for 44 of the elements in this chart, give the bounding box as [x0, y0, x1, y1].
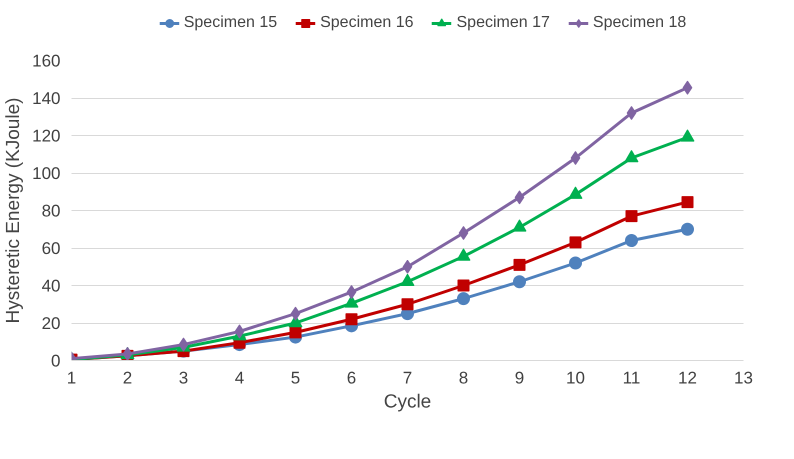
- legend-label: Specimen 15: [184, 14, 278, 32]
- point: [457, 292, 470, 306]
- x-tick-label: 7: [402, 368, 412, 388]
- y-tick-label: 80: [42, 202, 61, 220]
- y-tick-label: 60: [42, 239, 61, 258]
- x-tick-label: 4: [234, 368, 244, 388]
- y-axis-title: Hysteretic Energy (KJoule): [3, 98, 24, 324]
- x-tick-label: 12: [678, 368, 697, 388]
- point: [458, 280, 470, 292]
- point: [570, 236, 582, 248]
- point: [290, 326, 302, 338]
- point: [625, 234, 638, 247]
- x-axis-title: Cycle: [384, 392, 432, 412]
- point: [458, 226, 468, 240]
- y-tick-label: 120: [32, 126, 61, 146]
- x-tick-label: 1: [66, 368, 76, 388]
- point: [513, 275, 526, 288]
- y-tick-label: 160: [32, 52, 61, 70]
- x-tick-label: 11: [622, 368, 640, 388]
- x-tick-label: 2: [122, 368, 132, 388]
- point: [570, 151, 580, 165]
- legend-label: Specimen 16: [320, 14, 414, 32]
- x-tick-label: 9: [514, 368, 524, 388]
- point: [626, 210, 638, 222]
- x-tick-label: 6: [346, 368, 356, 388]
- x-tick-label: 10: [566, 368, 585, 388]
- x-tick-label: 3: [178, 368, 188, 388]
- point: [681, 222, 694, 236]
- y-tick-label: 140: [32, 89, 61, 108]
- x-tick-label: 13: [734, 368, 753, 388]
- point: [682, 196, 694, 208]
- y-tick-label: 40: [42, 276, 61, 296]
- legend-label: Specimen 18: [592, 14, 686, 32]
- point: [346, 313, 358, 326]
- point: [626, 106, 636, 120]
- y-tick-label: 100: [32, 164, 61, 183]
- y-tick-label: 20: [42, 314, 61, 333]
- point: [514, 258, 526, 271]
- x-tick-label: 5: [290, 368, 300, 388]
- y-tick-label: 0: [51, 352, 61, 370]
- x-tick-label: 8: [458, 368, 468, 388]
- point: [569, 256, 582, 270]
- legend-label: Specimen 17: [456, 14, 550, 32]
- point: [402, 298, 414, 310]
